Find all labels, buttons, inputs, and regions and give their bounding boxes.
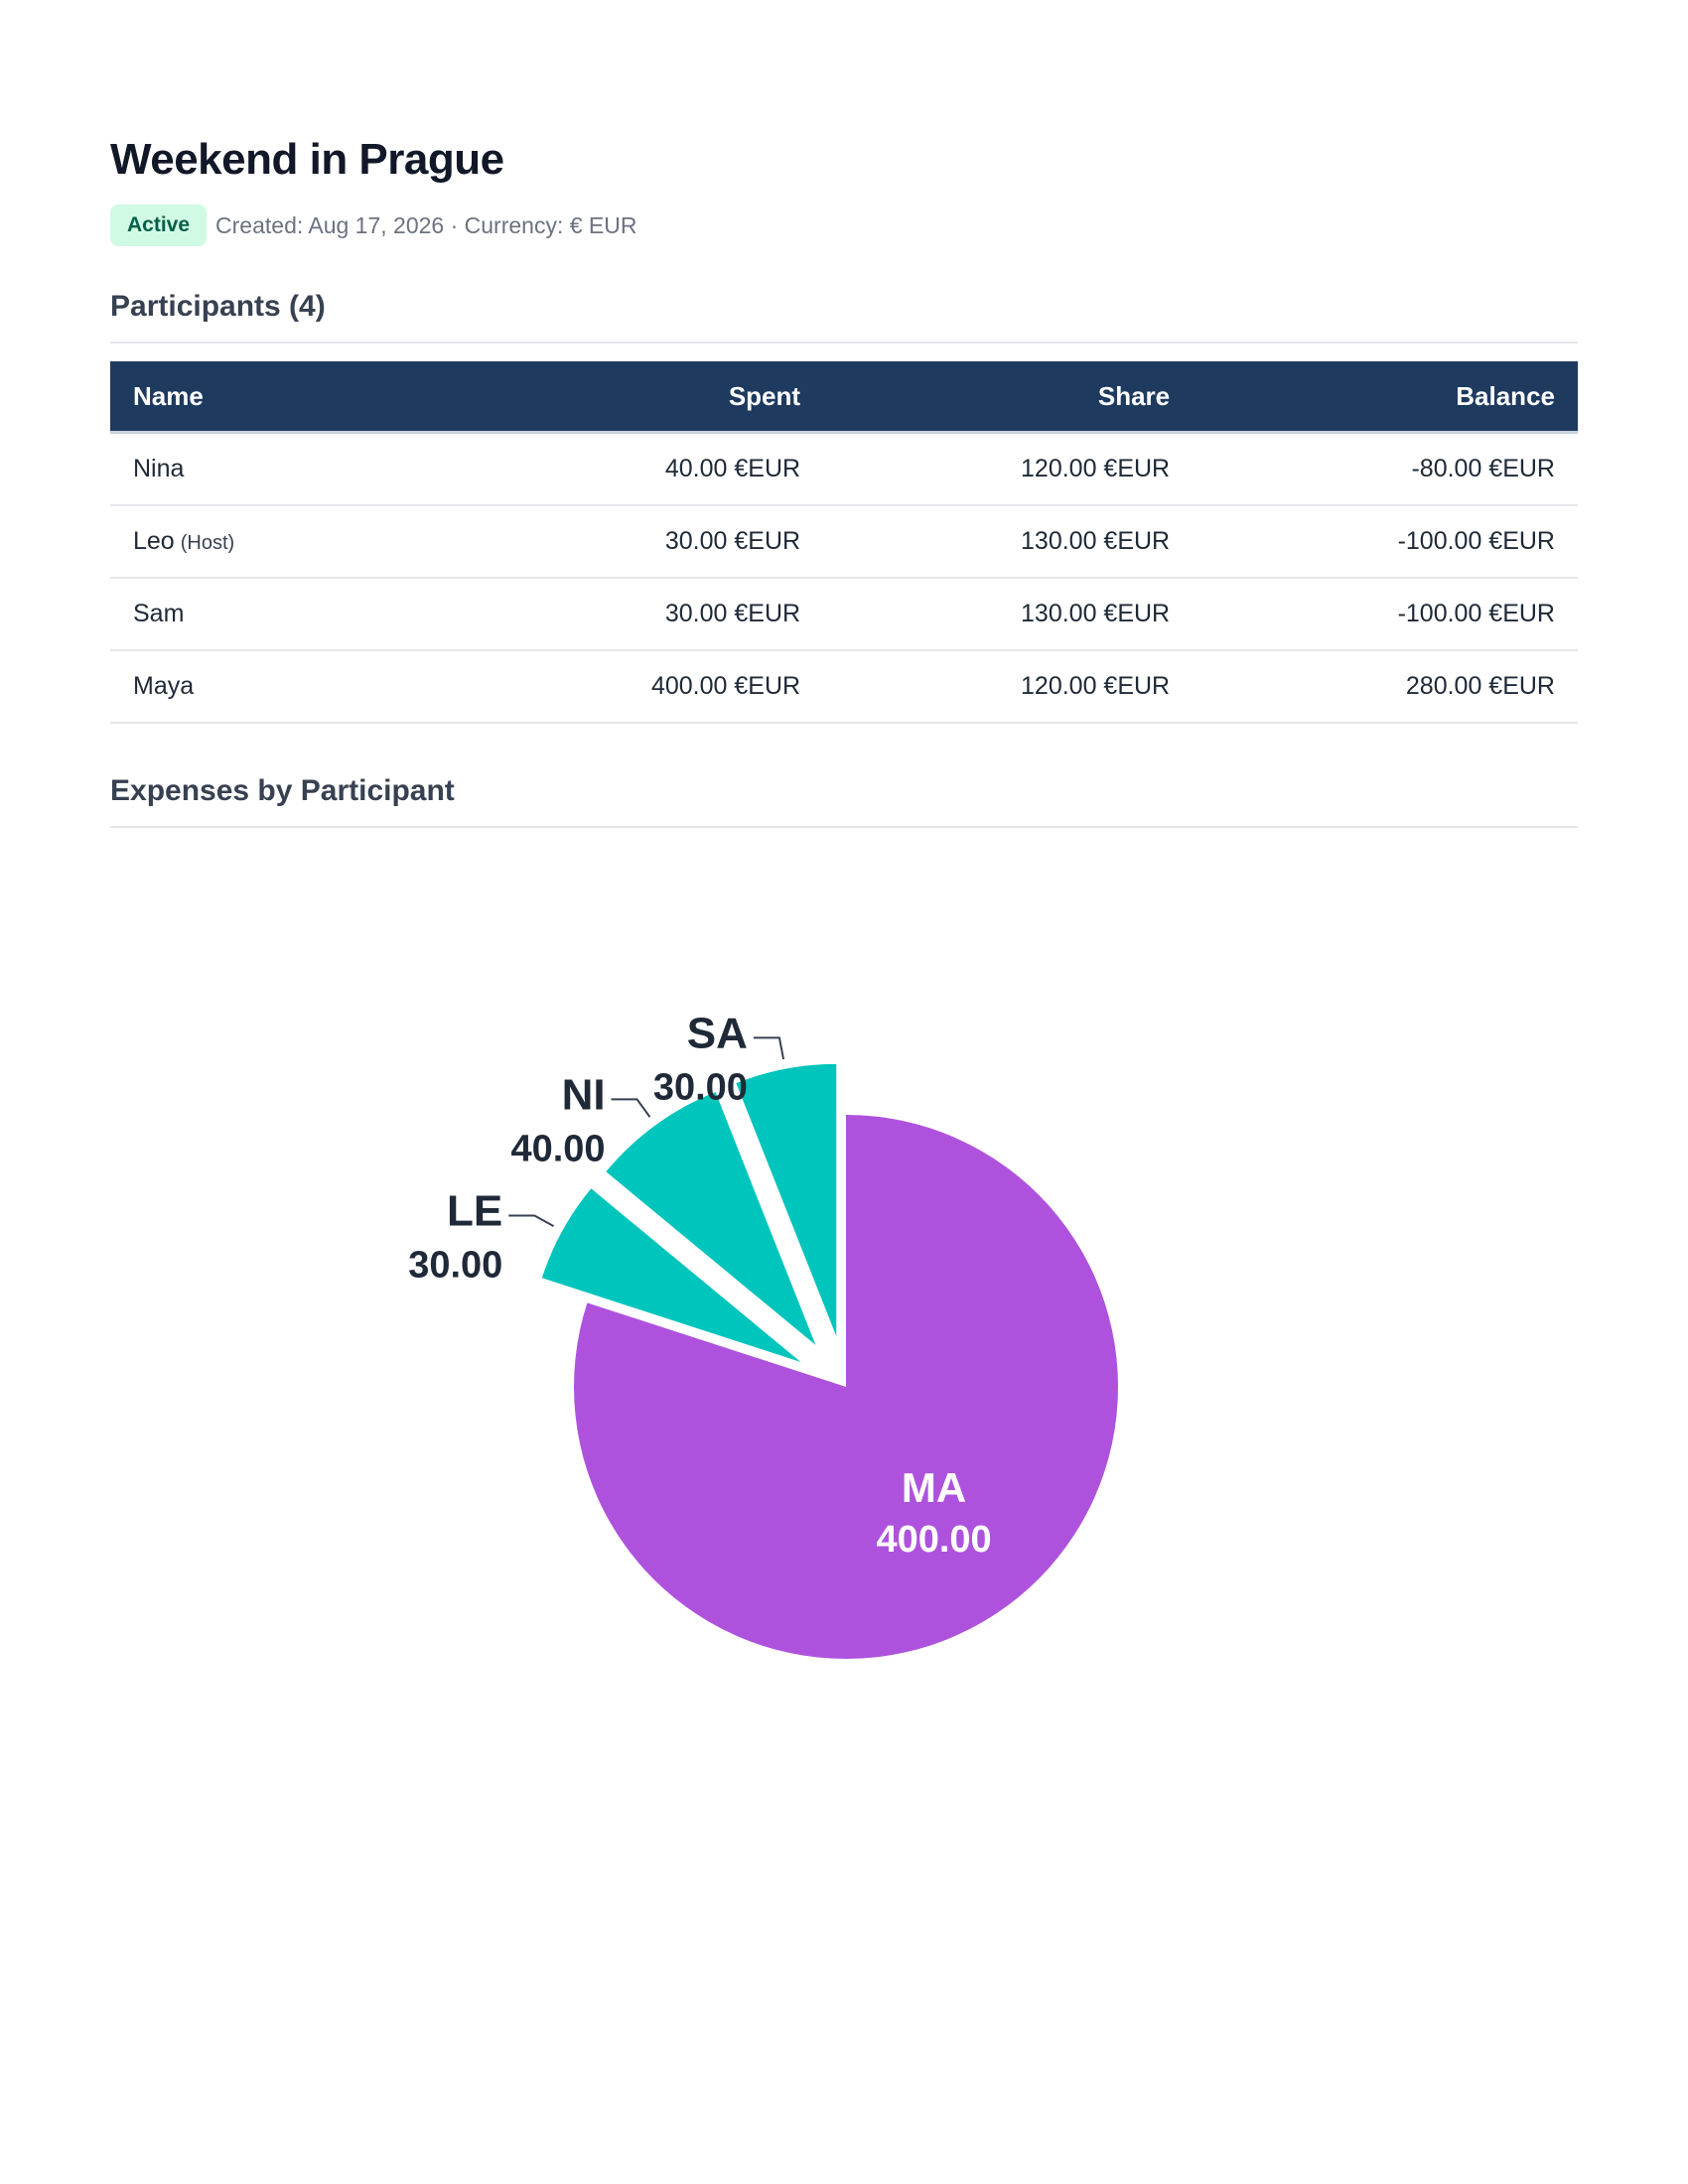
participants-table: Name Spent Share Balance Nina 40.00 €EUR… [110,361,1578,724]
pie-slice-ma [573,1115,1118,1659]
cell-balance: -80.00 €EUR [1193,432,1578,506]
pie-slice-ni [606,1092,816,1345]
status-badge: Active [110,205,208,246]
slice-value: 30.00 [653,1066,748,1108]
cell-spent: 40.00 €EUR [454,432,824,506]
cell-share: 120.00 €EUR [823,432,1194,506]
column-header-share[interactable]: Share [823,361,1194,434]
slice-label: MA [902,1464,966,1511]
host-tag: (Host) [180,532,235,554]
page-title: Weekend in Prague [110,135,504,184]
cell-name: Sam [110,578,454,651]
slice-value: 400.00 [876,1519,991,1561]
slice-value: 40.00 [510,1128,605,1169]
cell-share: 130.00 €EUR [823,578,1194,651]
column-header-balance[interactable]: Balance [1193,361,1578,434]
participant-name: Leo [133,527,175,555]
slice-label: NI [562,1070,606,1119]
leader-line [611,1098,651,1118]
leader-line [753,1036,785,1060]
cell-balance: 280.00 €EUR [1193,650,1578,724]
participant-name: Nina [133,455,185,482]
cell-share: 130.00 €EUR [823,505,1194,579]
slice-value: 30.00 [408,1245,502,1287]
pie-slice-le [541,1188,801,1362]
pie-labels: MA 400.00 LE 30.00 NI 40.00 SA 30.00 [408,1009,992,1561]
leader-line [508,1214,555,1228]
participant-name: Maya [133,672,195,700]
section-divider [110,826,1578,828]
cell-name: Nina [110,432,454,506]
participants-title: Participants (4) [110,290,326,323]
cell-spent: 30.00 €EUR [454,578,824,651]
section-divider [110,341,1578,343]
pie-slice-sa [736,1063,837,1336]
column-header-name[interactable]: Name [110,361,454,434]
meta-text: Created: Aug 17, 2026 · Currency: € EUR [215,211,637,238]
table-row: Nina 40.00 €EUR 120.00 €EUR -80.00 €EUR [110,432,1578,506]
cell-share: 120.00 €EUR [823,650,1194,724]
cell-name: Maya [110,650,454,724]
pie-slices [541,1063,1118,1659]
cell-name: Leo (Host) [110,505,454,579]
expenses-title: Expenses by Participant [110,774,455,807]
slice-label: SA [687,1009,748,1057]
cell-balance: -100.00 €EUR [1193,578,1578,651]
meta-row: Active Created: Aug 17, 2026 · Currency:… [110,205,636,246]
cell-spent: 400.00 €EUR [454,650,824,724]
column-header-spent[interactable]: Spent [454,361,824,434]
slice-label: LE [447,1187,502,1236]
participant-name: Sam [133,600,185,627]
table-row: Maya 400.00 €EUR 120.00 €EUR 280.00 €EUR [110,650,1578,724]
table-row: Leo (Host) 30.00 €EUR 130.00 €EUR -100.00… [110,505,1578,579]
cell-spent: 30.00 €EUR [454,505,824,579]
table-header-row: Name Spent Share Balance [110,361,1578,434]
table-row: Sam 30.00 €EUR 130.00 €EUR -100.00 €EUR [110,578,1578,651]
cell-balance: -100.00 €EUR [1193,505,1578,579]
